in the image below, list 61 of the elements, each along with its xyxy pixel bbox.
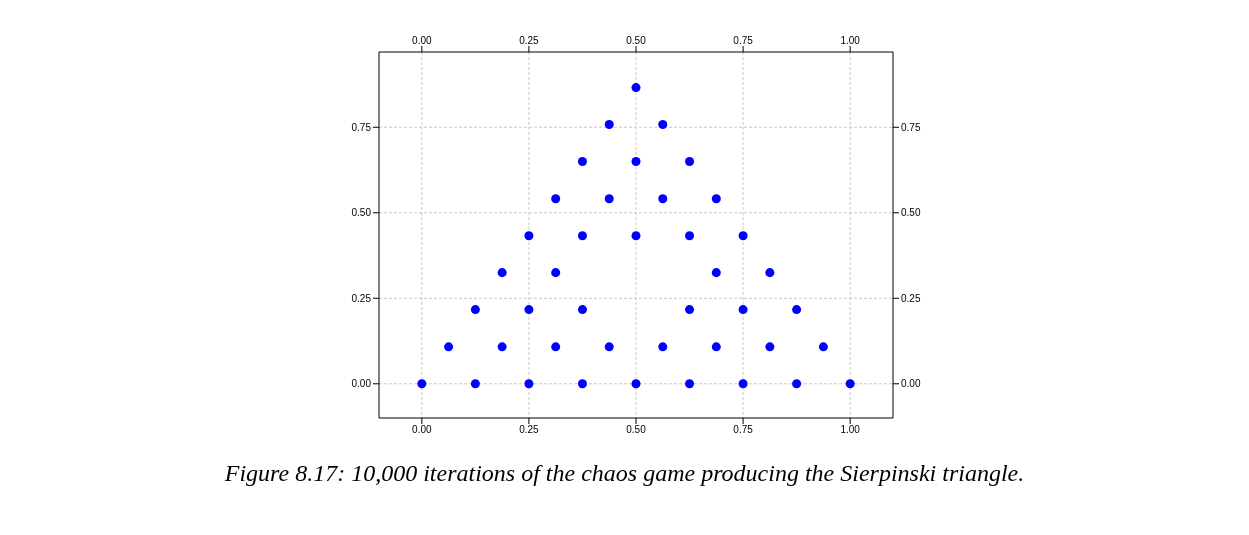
point (577, 156, 587, 166)
point (658, 120, 668, 130)
point (711, 342, 721, 352)
y2-tick-label: 0.00 (901, 378, 921, 390)
y2-tick-label: 0.25 (901, 292, 921, 304)
y-tick-label: 0.50 (351, 207, 372, 219)
point (631, 379, 641, 389)
point (792, 379, 802, 389)
point (711, 194, 721, 204)
caption: Figure 8.17: 10,000 iterations of the chaos game producing the Sierpinski triangle. (223, 460, 1026, 487)
point (845, 379, 855, 389)
point (551, 194, 561, 204)
y-tick-label: 0.75 (351, 121, 372, 133)
x-tick-label: 0.25 (519, 35, 540, 46)
x-tick-label: 0.00 (412, 35, 432, 46)
y-tick-label: 0.00 (351, 378, 372, 390)
x2-tick-label: 1.00 (840, 424, 861, 436)
point (444, 342, 454, 352)
point (470, 305, 480, 315)
x-tick-label: 1.00 (840, 35, 861, 46)
point (631, 231, 641, 241)
point (604, 342, 614, 352)
point (818, 342, 828, 352)
point (417, 379, 427, 389)
point (738, 305, 748, 315)
y2-tick-label: 0.50 (901, 207, 921, 219)
y-tick-label: 0.25 (351, 292, 372, 304)
point (524, 379, 534, 389)
x-tick-label: 0.75 (733, 35, 754, 46)
point (497, 268, 507, 278)
point (792, 305, 802, 315)
point (497, 342, 507, 352)
point (658, 342, 668, 352)
point (631, 156, 641, 166)
point (685, 379, 695, 389)
x-tick-label: 0.50 (626, 35, 647, 46)
point (685, 156, 695, 166)
point (631, 83, 641, 93)
point (765, 268, 775, 278)
point (577, 305, 587, 315)
point (738, 231, 748, 241)
point (470, 379, 480, 389)
point (658, 194, 668, 204)
point (551, 268, 561, 278)
point (524, 305, 534, 315)
point (711, 268, 721, 278)
point (524, 231, 534, 241)
point (765, 342, 775, 352)
point (577, 231, 587, 241)
x2-tick-label: 0.50 (626, 424, 647, 436)
point (738, 379, 748, 389)
y2-tick-label: 0.75 (901, 121, 921, 133)
point (551, 342, 561, 352)
point (577, 379, 587, 389)
x2-tick-label: 0.00 (412, 424, 432, 436)
point (685, 305, 695, 315)
point (685, 231, 695, 241)
x2-tick-label: 0.25 (519, 424, 540, 436)
point (604, 120, 614, 130)
x2-tick-label: 0.75 (733, 424, 754, 436)
point (604, 194, 614, 204)
